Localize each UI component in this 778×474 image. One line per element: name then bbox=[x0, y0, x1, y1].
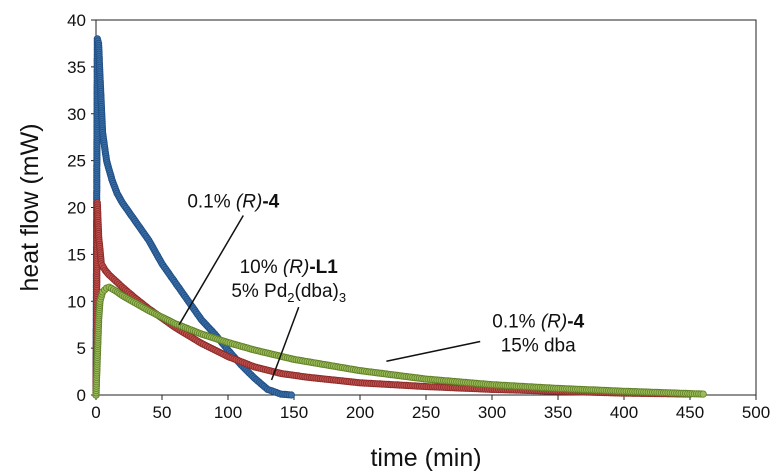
x-tick-label: 0 bbox=[91, 403, 100, 422]
annotation-2-dash: - bbox=[309, 257, 315, 278]
x-tick-label: 150 bbox=[280, 403, 308, 422]
annotation-1-italic: (R) bbox=[236, 192, 262, 213]
data-point bbox=[699, 390, 707, 398]
y-axis-title: heat flow (mW) bbox=[16, 123, 44, 291]
series-1 bbox=[92, 35, 295, 399]
annotation-3-dash: - bbox=[567, 312, 573, 333]
y-tick-label: 35 bbox=[67, 58, 86, 77]
annotation-2-sub1: 2 bbox=[287, 290, 294, 305]
annotation-2-line-1: 10% (R)-L1 bbox=[240, 257, 339, 278]
annotation-line-1 bbox=[178, 215, 244, 326]
y-tick-label: 10 bbox=[67, 292, 86, 311]
x-tick-label: 250 bbox=[412, 403, 440, 422]
y-tick-label: 30 bbox=[67, 105, 86, 124]
annotation-2-plain: 10% bbox=[240, 257, 283, 278]
annotation-2-l2: 5% Pd bbox=[231, 281, 287, 302]
annotation-2-sub2: 3 bbox=[339, 290, 346, 305]
x-tick-label: 500 bbox=[742, 403, 770, 422]
data-point bbox=[287, 391, 295, 399]
annotation-3-italic: (R) bbox=[541, 312, 567, 333]
y-tick-label: 20 bbox=[67, 199, 86, 218]
series-layer bbox=[92, 35, 707, 399]
annotation-2-italic: (R) bbox=[283, 257, 309, 278]
x-tick-label: 350 bbox=[544, 403, 572, 422]
annotation-1-plain: 0.1% bbox=[187, 192, 236, 213]
x-tick-label: 100 bbox=[214, 403, 242, 422]
annotation-layer: 0.1% (R)-4 10% (R)-L1 5% Pd2(dba)3 0.1% … bbox=[178, 192, 585, 381]
y-tick-label: 0 bbox=[77, 386, 86, 405]
annotation-1: 0.1% (R)-4 bbox=[187, 192, 279, 213]
y-tick-label: 25 bbox=[67, 152, 86, 171]
x-tick-label: 400 bbox=[610, 403, 638, 422]
annotation-2-bold: L1 bbox=[316, 257, 339, 278]
annotation-3-plain: 0.1% bbox=[492, 312, 541, 333]
y-tick-label: 5 bbox=[77, 339, 86, 358]
annotation-1-dash: - bbox=[262, 192, 268, 213]
x-tick-label: 200 bbox=[346, 403, 374, 422]
y-axis-ticks: 0 5 10 15 20 25 30 35 40 bbox=[67, 11, 96, 405]
x-tick-label: 450 bbox=[676, 403, 704, 422]
annotation-line-2 bbox=[270, 306, 300, 381]
x-axis-title: time (min) bbox=[370, 444, 481, 472]
series-3 bbox=[92, 283, 707, 399]
x-tick-label: 300 bbox=[478, 403, 506, 422]
x-axis-ticks: 0 50 100 150 200 250 300 350 400 450 500 bbox=[91, 395, 770, 422]
annotation-line-3 bbox=[386, 340, 481, 362]
x-tick-label: 50 bbox=[153, 403, 172, 422]
annotation-1-bold: 4 bbox=[269, 192, 280, 213]
y-tick-label: 40 bbox=[67, 11, 86, 30]
y-tick-label: 15 bbox=[67, 245, 86, 264]
annotation-3-line-1: 0.1% (R)-4 bbox=[492, 312, 584, 333]
annotation-3-bold: 4 bbox=[574, 312, 585, 333]
annotation-2-l2-mid: (dba) bbox=[295, 281, 339, 302]
annotation-3-line-2: 15% dba bbox=[501, 336, 576, 357]
annotation-2-line-2: 5% Pd2(dba)3 bbox=[231, 281, 346, 305]
